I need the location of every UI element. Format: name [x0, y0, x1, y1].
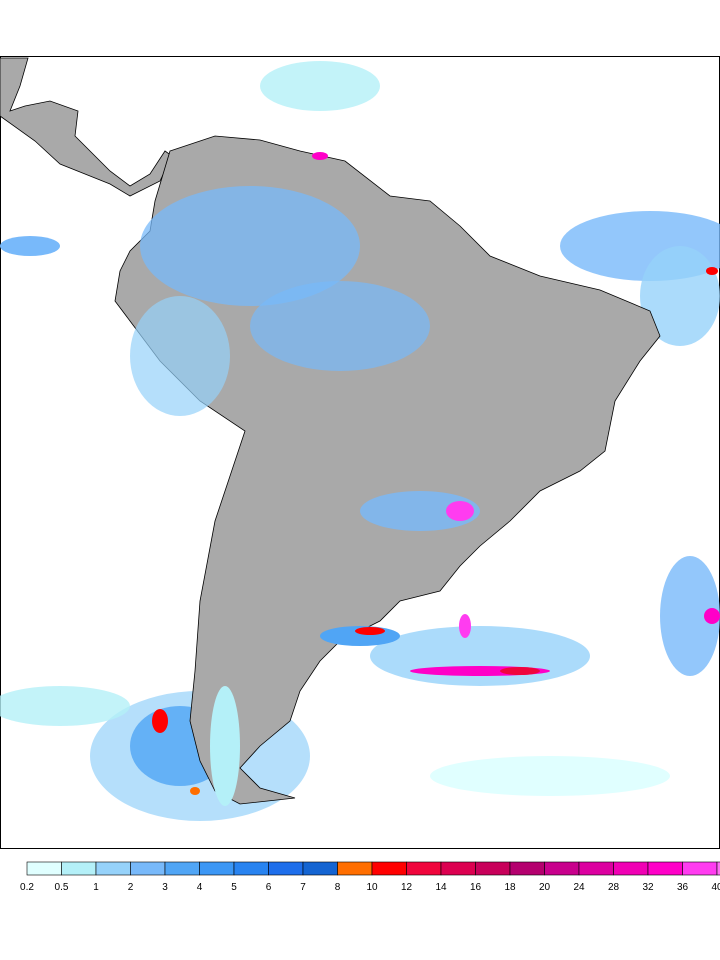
colorbar-swatch [716, 861, 720, 876]
colorbar-swatch [647, 861, 683, 876]
colorbar-swatch [199, 861, 235, 876]
colorbar-label: 0.2 [20, 882, 34, 893]
heavy-cells [152, 152, 720, 795]
colorbar-swatch [613, 861, 649, 876]
colorbar-label: 4 [197, 882, 203, 893]
land-precipitation [130, 186, 480, 806]
colorbar-label: 1 [93, 882, 99, 893]
colorbar-swatch [371, 861, 407, 876]
colorbar-swatch [26, 861, 62, 876]
colorbar-label: 6 [266, 882, 272, 893]
colorbar-swatch [130, 861, 166, 876]
central-america [0, 57, 173, 197]
colorbar-swatch [475, 861, 511, 876]
colorbar-label: 0.5 [55, 882, 69, 893]
colorbar-label: 14 [435, 882, 447, 893]
colorbar-swatch [440, 861, 476, 876]
precipitation-map [0, 56, 720, 849]
colorbar-swatch [95, 861, 131, 876]
colorbar-label: 8 [335, 882, 341, 893]
colorbar-swatch [302, 861, 338, 876]
colorbar-swatch [406, 861, 442, 876]
colorbar-label: 20 [539, 882, 551, 893]
colorbar-label: 40 [711, 882, 720, 893]
colorbar-label: 24 [573, 882, 585, 893]
colorbar-swatch [578, 861, 614, 876]
colorbar-label: 5 [231, 882, 237, 893]
colorbar-label: 16 [470, 882, 482, 893]
colorbar-swatch [233, 861, 269, 876]
colorbar-label: 32 [642, 882, 654, 893]
colorbar-label: 7 [300, 882, 306, 893]
colorbar-swatch [544, 861, 580, 876]
colorbar-label: 2 [128, 882, 134, 893]
colorbar-swatch [509, 861, 545, 876]
colorbar-label: 3 [162, 882, 168, 893]
colorbar-swatch [337, 861, 373, 876]
colorbar-swatch [164, 861, 200, 876]
colorbar-label: 28 [608, 882, 620, 893]
colorbar-label: 36 [677, 882, 689, 893]
colorbar-swatch [268, 861, 304, 876]
colorbar-label: 12 [401, 882, 413, 893]
colorbar-label: 18 [504, 882, 516, 893]
colorbar-swatch [682, 861, 718, 876]
colorbar-legend: 0.2 0.5 1 2 3 4 5 6 7 8 10 12 14 16 18 20 24 28 32 36 40 [20, 861, 720, 893]
colorbar-label: 10 [366, 882, 378, 893]
colorbar-swatch [61, 861, 97, 876]
